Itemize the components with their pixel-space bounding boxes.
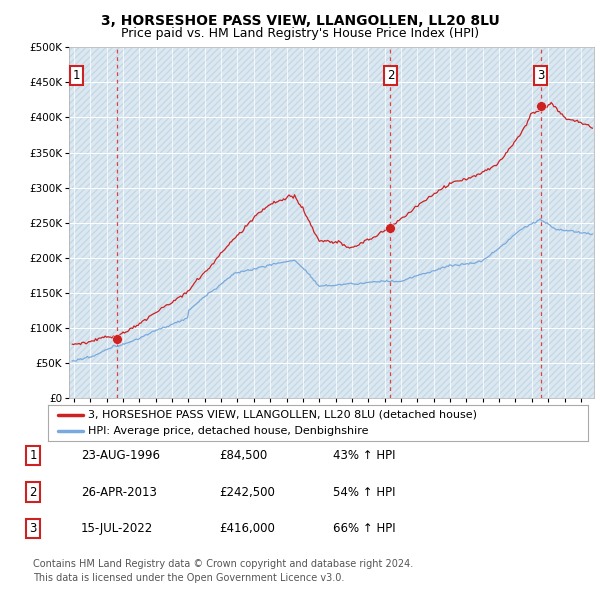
Text: 2: 2 (386, 69, 394, 82)
Text: 66% ↑ HPI: 66% ↑ HPI (333, 522, 395, 535)
Text: 43% ↑ HPI: 43% ↑ HPI (333, 449, 395, 462)
Text: 54% ↑ HPI: 54% ↑ HPI (333, 486, 395, 499)
Text: £84,500: £84,500 (219, 449, 267, 462)
Text: 23-AUG-1996: 23-AUG-1996 (81, 449, 160, 462)
Text: HPI: Average price, detached house, Denbighshire: HPI: Average price, detached house, Denb… (89, 427, 369, 437)
Text: 1: 1 (73, 69, 80, 82)
Text: 3: 3 (537, 69, 545, 82)
Text: 26-APR-2013: 26-APR-2013 (81, 486, 157, 499)
Text: 2: 2 (29, 486, 37, 499)
Text: Price paid vs. HM Land Registry's House Price Index (HPI): Price paid vs. HM Land Registry's House … (121, 27, 479, 40)
Text: 15-JUL-2022: 15-JUL-2022 (81, 522, 153, 535)
Text: £416,000: £416,000 (219, 522, 275, 535)
Text: 1: 1 (29, 449, 37, 462)
Text: 3: 3 (29, 522, 37, 535)
Text: £242,500: £242,500 (219, 486, 275, 499)
Text: Contains HM Land Registry data © Crown copyright and database right 2024.
This d: Contains HM Land Registry data © Crown c… (33, 559, 413, 582)
Text: 3, HORSESHOE PASS VIEW, LLANGOLLEN, LL20 8LU (detached house): 3, HORSESHOE PASS VIEW, LLANGOLLEN, LL20… (89, 409, 478, 419)
Text: 3, HORSESHOE PASS VIEW, LLANGOLLEN, LL20 8LU: 3, HORSESHOE PASS VIEW, LLANGOLLEN, LL20… (101, 14, 499, 28)
